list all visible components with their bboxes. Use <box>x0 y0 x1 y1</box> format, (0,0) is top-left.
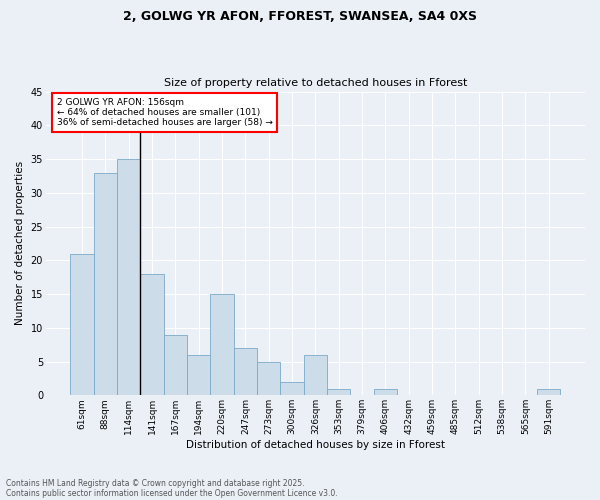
Bar <box>537 388 560 396</box>
Bar <box>257 362 280 396</box>
Y-axis label: Number of detached properties: Number of detached properties <box>15 162 25 326</box>
Bar <box>187 355 211 396</box>
Bar <box>70 254 94 396</box>
Bar <box>211 294 234 396</box>
Bar <box>140 274 164 396</box>
Bar <box>304 355 327 396</box>
X-axis label: Distribution of detached houses by size in Fforest: Distribution of detached houses by size … <box>186 440 445 450</box>
Bar <box>94 172 117 396</box>
Bar <box>374 388 397 396</box>
Bar <box>327 388 350 396</box>
Title: Size of property relative to detached houses in Fforest: Size of property relative to detached ho… <box>164 78 467 88</box>
Text: 2 GOLWG YR AFON: 156sqm
← 64% of detached houses are smaller (101)
36% of semi-d: 2 GOLWG YR AFON: 156sqm ← 64% of detache… <box>56 98 272 128</box>
Bar <box>280 382 304 396</box>
Bar <box>164 334 187 396</box>
Bar <box>234 348 257 396</box>
Bar <box>117 159 140 396</box>
Text: 2, GOLWG YR AFON, FFOREST, SWANSEA, SA4 0XS: 2, GOLWG YR AFON, FFOREST, SWANSEA, SA4 … <box>123 10 477 23</box>
Text: Contains public sector information licensed under the Open Government Licence v3: Contains public sector information licen… <box>6 488 338 498</box>
Text: Contains HM Land Registry data © Crown copyright and database right 2025.: Contains HM Land Registry data © Crown c… <box>6 478 305 488</box>
